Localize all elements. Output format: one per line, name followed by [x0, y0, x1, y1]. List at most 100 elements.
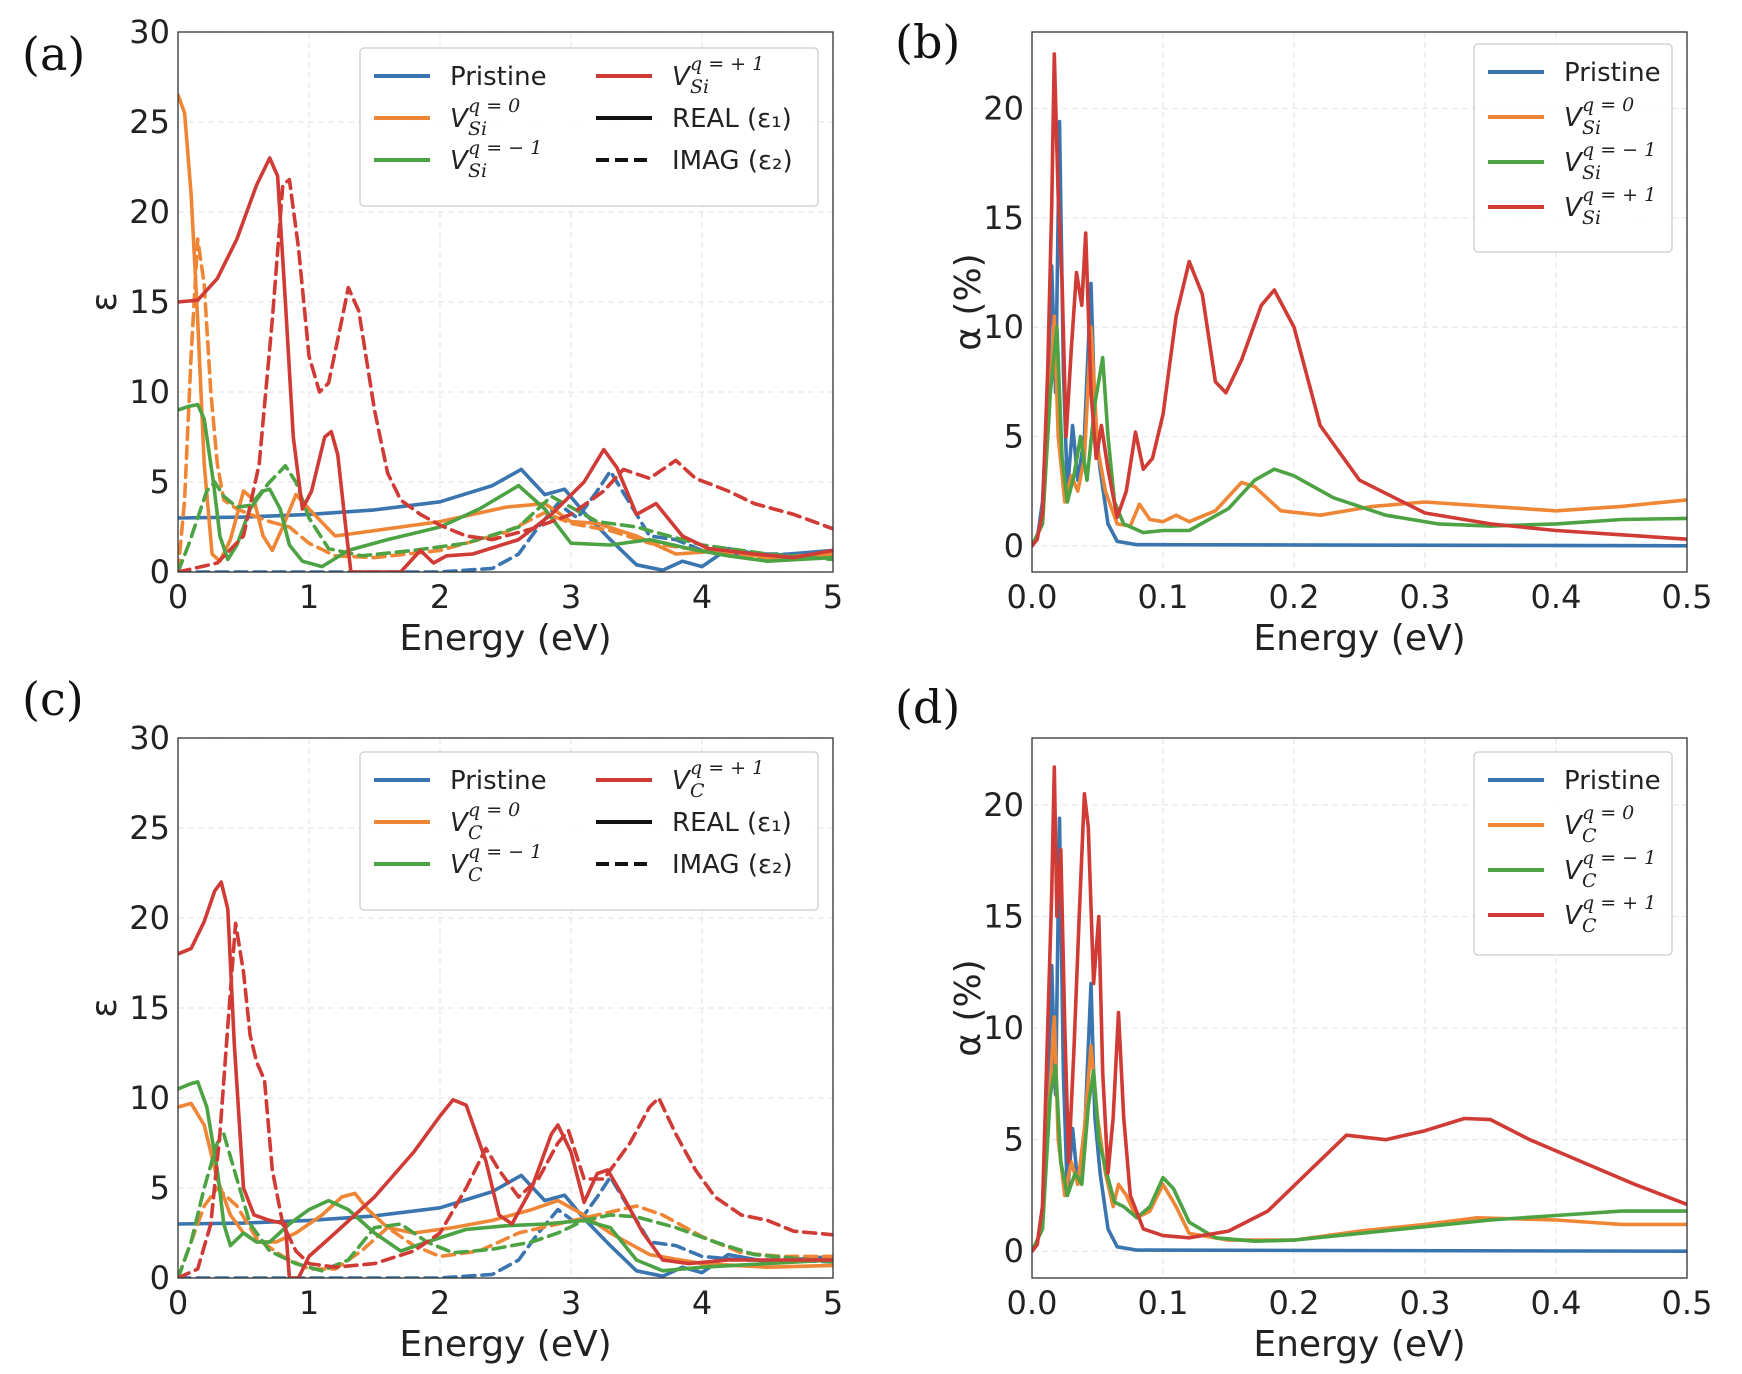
x-axis-label: Energy (eV) — [1253, 1324, 1465, 1365]
legend-label: V — [1564, 193, 1584, 223]
x-tick-label: 0.3 — [1400, 1284, 1451, 1322]
legend-label: V — [1564, 901, 1584, 931]
x-tick-label: 3 — [561, 1284, 581, 1322]
series-line — [178, 464, 833, 572]
legend-label: V — [1564, 103, 1584, 133]
x-tick-label: 5 — [823, 1284, 843, 1322]
series-line — [1032, 1064, 1687, 1253]
panel-a: (a) 0 1 2 3 4 5 0 5 10 15 20 25 30 Energy (eV) ε Pristin… — [22, 13, 843, 659]
y-tick-label: 15 — [983, 199, 1024, 237]
legend-label: V — [450, 808, 470, 838]
y-tick-label: 5 — [150, 1169, 170, 1207]
y-tick-label: 0 — [1004, 527, 1024, 565]
series-line — [178, 1101, 833, 1269]
y-tick-label: 5 — [1004, 417, 1024, 455]
x-tick-label: 3 — [561, 578, 581, 616]
x-tick-label: 0 — [168, 578, 188, 616]
x-axis-label: Energy (eV) — [399, 618, 611, 659]
legend-box — [359, 47, 819, 207]
legend-box — [1473, 751, 1673, 956]
legend-subscript: Si — [690, 76, 709, 98]
legend-label: Pristine — [450, 766, 547, 796]
plot-frame — [177, 737, 834, 1279]
x-tick-label: 0.5 — [1662, 578, 1713, 616]
legend-label: V — [1564, 811, 1584, 841]
series-line — [1032, 325, 1687, 548]
legend-subscript: Si — [468, 118, 487, 140]
legend-label: REAL (ε₁) — [672, 808, 792, 838]
legend-subscript: C — [468, 822, 483, 844]
legend-label: V — [450, 850, 470, 880]
legend-subscript: C — [1582, 870, 1597, 892]
x-tick-label: 4 — [692, 578, 712, 616]
legend-subscript: C — [1582, 825, 1597, 847]
y-tick-label: 0 — [150, 553, 170, 591]
x-tick-label: 0.1 — [1138, 1284, 1189, 1322]
series-group — [1032, 765, 1687, 1253]
series-line — [1032, 765, 1687, 1253]
series-line — [178, 467, 833, 572]
y-tick-label: 10 — [129, 373, 170, 411]
series-line — [178, 921, 833, 1278]
legend-subscript: Si — [1582, 162, 1601, 184]
legend-label: V — [1564, 856, 1584, 886]
y-axis-label: ε — [84, 292, 125, 311]
legend-superscript: q = 0 — [468, 95, 520, 117]
series-line — [178, 1132, 833, 1278]
series-line — [178, 237, 833, 572]
y-tick-label: 20 — [983, 786, 1024, 824]
plot-frame — [1031, 31, 1688, 573]
series-line — [178, 177, 833, 572]
y-tick-label: 30 — [129, 13, 170, 51]
legend-label: V — [672, 62, 692, 92]
series-group — [1032, 52, 1687, 548]
legend-label: REAL (ε₁) — [672, 104, 792, 134]
x-tick-label: 2 — [430, 1284, 450, 1322]
legend-label: V — [672, 766, 692, 796]
legend-subscript: C — [690, 780, 705, 802]
legend-subscript: Si — [1582, 207, 1601, 229]
y-tick-label: 30 — [129, 719, 170, 757]
series-line — [178, 1173, 833, 1278]
x-tick-label: 4 — [692, 1284, 712, 1322]
x-tick-label: 0.0 — [1007, 1284, 1058, 1322]
x-tick-label: 0 — [168, 1284, 188, 1322]
series-line — [1032, 314, 1687, 548]
y-tick-label: 5 — [1004, 1121, 1024, 1159]
legend-superscript: q = 0 — [1582, 802, 1634, 824]
x-tick-label: 0.3 — [1400, 578, 1451, 616]
y-tick-label: 25 — [129, 809, 170, 847]
legend-superscript: q = 0 — [1582, 94, 1634, 116]
y-tick-label: 10 — [983, 308, 1024, 346]
legend-superscript: q = + 1 — [690, 757, 764, 779]
panel-c: (c) 0 1 2 3 4 5 0 5 10 15 20 25 30 Energy (eV) ε Pristin… — [22, 672, 843, 1365]
series-line — [178, 1080, 833, 1273]
y-axis-label: α (%) — [948, 253, 989, 350]
panel-d: (d) 0.0 0.1 0.2 0.3 0.4 0.5 0 5 10 15 20 Energy (eV)… — [895, 680, 1712, 1365]
legend-label: V — [1564, 148, 1584, 178]
x-tick-label: 1 — [299, 1284, 319, 1322]
series-line — [178, 402, 833, 569]
y-tick-label: 5 — [150, 463, 170, 501]
legend-superscript: q = − 1 — [1582, 847, 1656, 869]
legend-subscript: Si — [468, 160, 487, 182]
legend-superscript: q = + 1 — [1582, 184, 1656, 206]
legend-superscript: q = − 1 — [1582, 139, 1656, 161]
legend-label: IMAG (ε₂) — [672, 850, 793, 880]
y-tick-label: 15 — [129, 283, 170, 321]
legend-superscript: q = − 1 — [468, 841, 542, 863]
series-group — [178, 93, 833, 572]
panel-label: (d) — [895, 680, 960, 734]
x-tick-label: 0.4 — [1531, 578, 1582, 616]
series-line — [178, 880, 833, 1278]
series-line — [1032, 52, 1687, 548]
legend-label: Pristine — [1564, 766, 1661, 796]
x-tick-label: 0.0 — [1007, 578, 1058, 616]
panel-label: (c) — [22, 672, 84, 726]
panel-b: (b) 0.0 0.1 0.2 0.3 0.4 0.5 0 5 10 15 20 Energy (eV)… — [895, 15, 1712, 659]
legend-label: Pristine — [1564, 58, 1661, 88]
y-tick-label: 20 — [129, 899, 170, 937]
